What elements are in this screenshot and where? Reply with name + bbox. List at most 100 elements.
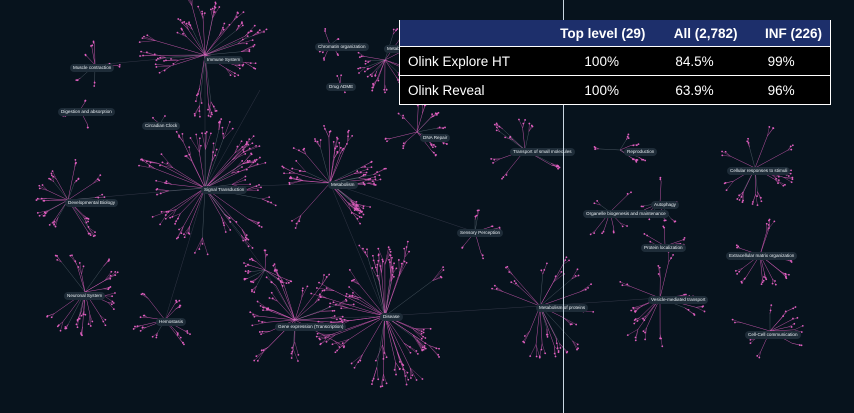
network-edge [383,374,387,384]
network-node [790,181,793,184]
network-node [632,307,635,310]
network-edge [109,272,118,279]
network-edge [314,138,321,148]
network-node [337,54,339,56]
network-node [738,194,741,197]
network-node [223,224,225,227]
node-label-immune-system[interactable]: Immune System [204,56,244,64]
network-edge [539,305,555,347]
node-label-chromatin-organization[interactable]: Chromatin organization [315,43,369,51]
network-node [212,151,214,153]
node-label-reproduction[interactable]: Reproduction [624,148,658,156]
network-node [423,104,426,107]
network-node [334,351,337,354]
network-edge [180,19,193,30]
network-edge [170,54,206,67]
network-node [369,177,372,180]
node-label-signal-transduction[interactable]: Signal Transduction [201,186,248,194]
node-label-hemostasis[interactable]: Hemostasis [156,318,186,326]
network-node [768,126,771,128]
network-node [116,271,119,274]
network-edge [104,275,111,281]
network-node [242,149,245,151]
node-label-disease[interactable]: Disease [380,313,403,321]
node-label-muscle-contraction[interactable]: Muscle contraction [70,64,115,72]
network-edge [366,183,375,186]
node-label-circadian-clock[interactable]: Circadian Clock [142,122,181,130]
network-edge [626,192,632,197]
network-edge [291,215,302,222]
network-edge [404,251,410,258]
network-edge [225,68,235,77]
network-edge [329,153,341,184]
node-label-cell-cell-communication[interactable]: Cell-Cell communication [745,331,801,339]
network-node [772,127,775,130]
node-label-digestion-absorption[interactable]: Digestion and absorption [58,108,115,116]
network-edge [264,269,281,282]
network-node [188,21,190,24]
network-node [398,367,401,370]
network-edge [296,215,302,224]
network-edge [301,286,308,298]
node-label-gene-expression[interactable]: Gene expression (Transcription) [275,323,347,331]
network-edge [382,345,384,359]
network-edge [377,272,386,317]
node-label-neuronal-system[interactable]: Neuronal System [64,292,106,300]
network-edge [81,326,83,336]
node-label-cellular-responses[interactable]: Cellular responses to stimuli [727,167,791,175]
node-label-extracellular-matrix[interactable]: Extracellular matrix organization [726,252,798,260]
network-node [336,145,338,148]
network-node [242,11,245,13]
network-edge [54,217,59,225]
node-label-developmental-biology[interactable]: Developmental Biology [65,199,118,207]
network-node [188,23,190,25]
network-node [209,132,212,135]
network-node [145,51,148,54]
network-node [268,196,271,199]
node-label-transport-small-molecules[interactable]: Transport of small molecules [510,148,575,156]
network-edge [742,191,744,201]
node-label-vesicle-mediated-transport[interactable]: Vesicle-mediated transport [648,296,709,304]
network-edge [185,155,192,162]
network-node [174,222,177,225]
network-node [213,11,216,13]
network-edge [47,190,69,201]
network-edge [376,59,386,72]
network-node [636,159,639,161]
network-node [221,126,224,129]
network-node [344,298,347,301]
network-node [109,286,112,288]
network-edge [57,321,64,327]
network-edge [658,265,661,278]
node-label-protein-localization[interactable]: Protein localization [641,244,686,252]
network-edge [177,32,187,38]
network-edge [348,307,386,317]
network-edge [761,278,763,285]
network-edge [726,180,734,191]
network-node [528,122,531,125]
network-node [240,140,243,143]
network-node [233,75,236,78]
network-node [175,299,177,302]
node-label-dna-repair[interactable]: DNA Repair [420,134,451,142]
network-edge [225,68,231,76]
network-node [324,336,327,339]
node-label-metabolism-of-proteins[interactable]: Metabolism of proteins [536,304,589,312]
network-edge [165,210,170,216]
node-label-metab-top[interactable]: Metab [384,45,403,53]
network-node [773,220,776,223]
node-label-metabolism[interactable]: Metabolism [328,181,358,189]
network-edge [333,290,386,317]
network-edge [353,172,367,174]
network-node [402,142,405,145]
network-node [155,59,158,62]
node-label-autophagy[interactable]: Autophagy [651,201,679,209]
network-node [319,139,322,141]
network-edge [291,349,294,359]
network-edge [432,267,444,281]
node-label-organelle-biogenesis[interactable]: Organelle biogenesis and maintenance [583,210,669,218]
network-node [409,351,412,354]
node-label-drug-adme[interactable]: Drug ADME [326,83,357,91]
network-node [493,123,496,126]
node-label-sensory-perception[interactable]: Sensory Perception [457,229,504,237]
